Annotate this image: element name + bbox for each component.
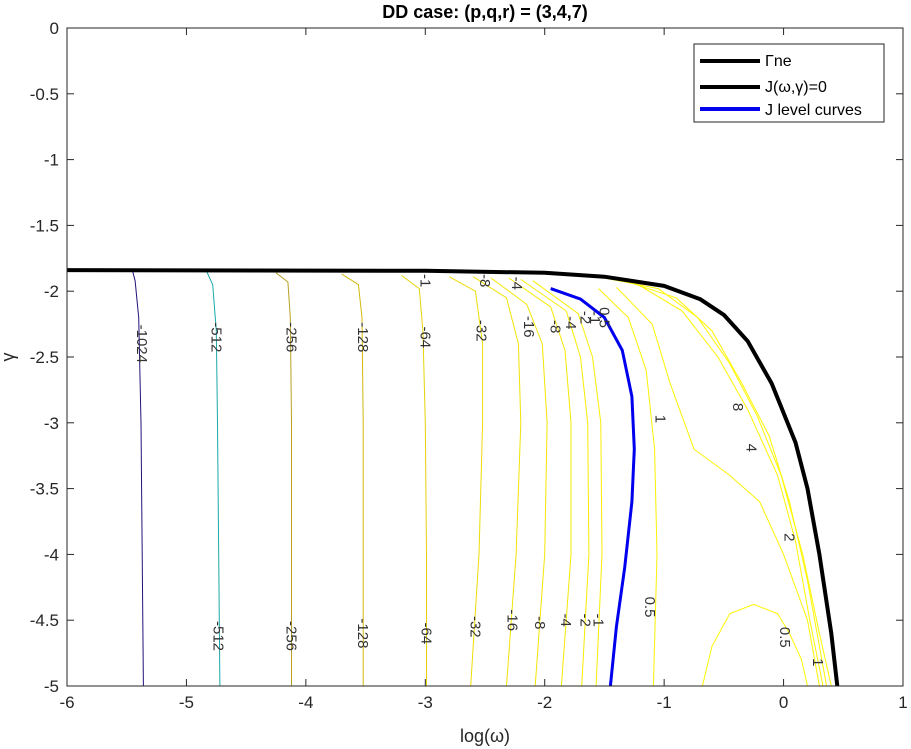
contour-line — [448, 276, 484, 687]
contour-label: 1 — [652, 415, 669, 423]
legend-label-level-curves: J level curves — [765, 102, 862, 119]
y-tick-label: -4.5 — [30, 611, 59, 630]
series-line — [550, 287, 636, 687]
contour-label: -4 — [562, 316, 579, 329]
contour-label: 2 — [781, 533, 798, 541]
contour-line — [508, 277, 572, 687]
y-tick-label: -5 — [44, 677, 59, 696]
contour-label: -4 — [557, 614, 574, 627]
contour-line — [401, 274, 427, 686]
contour-label: -64 — [416, 326, 433, 348]
contour-label: -2 — [576, 311, 593, 324]
contour-label: 0.5 — [595, 307, 612, 328]
contour-label: -1024 — [133, 325, 150, 363]
contour-line — [275, 272, 292, 686]
contour-line — [604, 277, 832, 687]
y-tick-label: -1 — [44, 151, 59, 170]
contour-label: -2 — [576, 614, 593, 627]
y-tick-label: 0 — [50, 19, 59, 38]
contour-labels: -1024 -512-512-256-256-128-128-64-64-32-3… — [133, 274, 826, 666]
contour-label: -8 — [547, 320, 564, 333]
contour-lines — [132, 271, 832, 687]
contour-line — [206, 271, 221, 687]
contour-label: -256 — [283, 621, 300, 651]
contour-label: -16 — [520, 316, 537, 338]
y-tick-label: -2.5 — [30, 348, 59, 367]
contour-label: -32 — [472, 320, 489, 342]
y-tick-label: -4 — [44, 545, 59, 564]
x-tick-label: -2 — [537, 693, 552, 712]
chart-title: DD case: (p,q,r) = (3,4,7) — [382, 2, 588, 22]
contour-label: 0.5 — [641, 597, 658, 618]
contour-line — [520, 278, 590, 687]
contour-label: -256 — [283, 322, 300, 352]
contour-label: -1 — [586, 311, 603, 324]
contour-line — [616, 286, 820, 687]
contour-label: 4 — [742, 444, 759, 452]
contour-label: 8 — [729, 403, 746, 411]
x-tick-label: 1 — [898, 693, 907, 712]
contour-line — [598, 288, 658, 687]
series-lines — [66, 268, 840, 687]
contour-line — [341, 273, 364, 686]
contour-label: -512 — [210, 621, 227, 651]
contour-label: -128 — [354, 618, 371, 648]
series-line — [66, 268, 840, 687]
contour-line — [532, 280, 603, 687]
x-axis: -6 -5 -4 -3 -2 -1 0 1 — [59, 28, 908, 712]
y-tick-label: -2 — [44, 282, 59, 301]
x-tick-label: -1 — [657, 693, 672, 712]
contour-label: -512 — [207, 322, 224, 352]
contour-line — [640, 285, 824, 687]
y-tick-label: -3.5 — [30, 480, 59, 499]
plot-background — [67, 28, 903, 686]
contour-label: -1 — [590, 614, 607, 627]
legend: Γne J(ω,γ)=0 J level curves — [693, 43, 885, 123]
contour-label: -1 — [416, 274, 433, 287]
contour-label: -128 — [354, 322, 371, 352]
contour-line — [701, 603, 808, 687]
x-tick-label: -6 — [59, 693, 74, 712]
contour-line — [490, 277, 548, 687]
x-axis-label: log(ω) — [460, 726, 510, 746]
contour-label: 1 — [809, 658, 826, 666]
x-tick-label: 0 — [779, 693, 788, 712]
contour-label: 0.5 — [776, 627, 793, 648]
contour-label: -64 — [418, 623, 435, 645]
y-tick-label: -0.5 — [30, 85, 59, 104]
contour-line — [132, 271, 144, 687]
x-tick-label: -5 — [179, 693, 194, 712]
y-axis-label: γ — [0, 353, 18, 362]
contour-label: -8 — [531, 616, 548, 629]
contour-label: -32 — [466, 616, 483, 638]
legend-label-gamma: Γne — [765, 53, 792, 70]
legend-label-j-zero: J(ω,γ)=0 — [765, 79, 827, 96]
y-tick-label: -3 — [44, 414, 59, 433]
contour-label: -16 — [504, 609, 521, 631]
contour-line — [472, 276, 522, 687]
y-tick-label: -1.5 — [30, 216, 59, 235]
contour-label: -8 — [476, 274, 493, 287]
contour-label: -4 — [508, 277, 525, 290]
contour-line — [628, 281, 828, 687]
y-axis: 0 -0.5 -1 -1.5 -2 -2.5 -3 -3.5 -4 -4.5 -5 — [30, 19, 903, 696]
x-tick-label: -3 — [418, 693, 433, 712]
x-tick-label: -4 — [298, 693, 313, 712]
